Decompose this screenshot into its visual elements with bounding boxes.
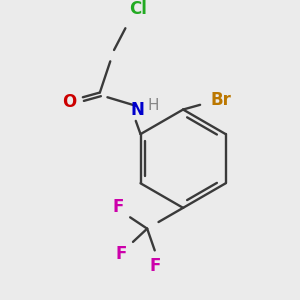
Text: F: F <box>149 256 160 274</box>
Text: Cl: Cl <box>129 0 147 18</box>
Text: O: O <box>62 93 77 111</box>
Text: N: N <box>131 101 145 119</box>
Text: H: H <box>147 98 159 113</box>
Text: F: F <box>115 245 126 263</box>
Text: F: F <box>112 198 124 216</box>
Text: Br: Br <box>211 91 231 109</box>
